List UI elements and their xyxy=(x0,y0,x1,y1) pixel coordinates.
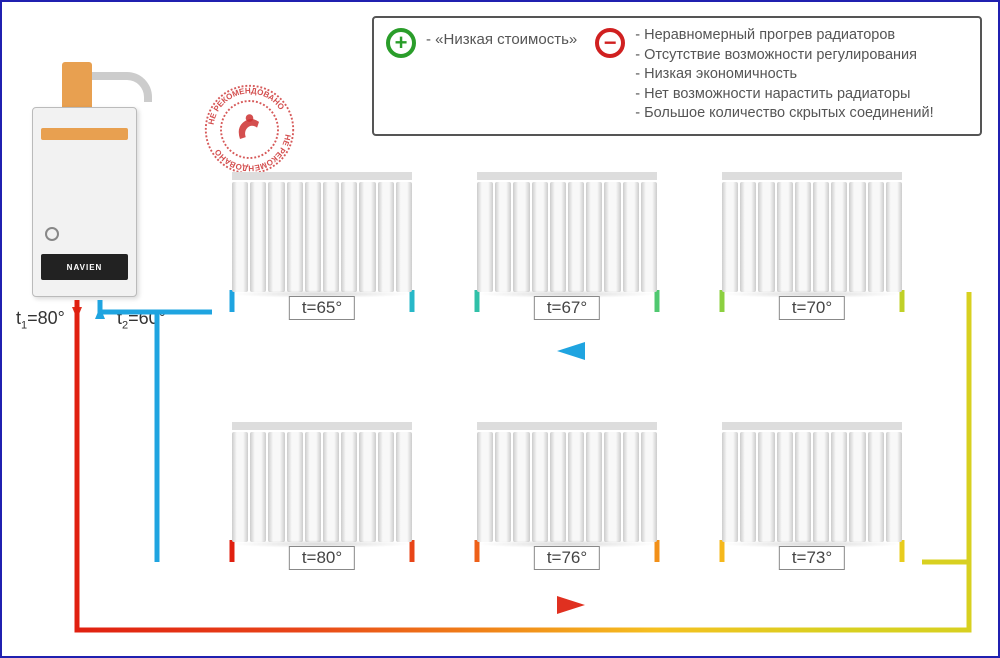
minus-icon: − xyxy=(595,28,625,58)
radiator-temp-label: t=67° xyxy=(534,296,600,320)
boiler-flex-pipe xyxy=(92,72,152,102)
pros-text: - «Низкая стоимость» xyxy=(426,26,577,126)
pros-cons-box: + - «Низкая стоимость» − Неравномерный п… xyxy=(372,16,982,136)
supply-arrow-down-icon xyxy=(72,307,82,319)
supply-temp-label: t1=80° xyxy=(16,308,65,332)
return-temp-label: t2=60° xyxy=(117,308,166,332)
cons-item: Неравномерный прогрев радиаторов xyxy=(635,26,933,46)
boiler: NAVIEN xyxy=(32,107,137,297)
radiator-top-0: t=65° xyxy=(232,172,412,292)
cons-item: Отсутствие возможности регулирования xyxy=(635,46,933,66)
radiator-bottom-1: t=76° xyxy=(477,422,657,542)
radiator-bottom-2: t=73° xyxy=(722,422,902,542)
not-recommended-stamp: НЕ РЕКОМЕНДОВАНО НЕ РЕКОМЕНДОВАНО xyxy=(202,82,297,177)
radiator-temp-label: t=76° xyxy=(534,546,600,570)
cons-item: Низкая экономичность xyxy=(635,65,933,85)
cons-column: − Неравномерный прогрев радиаторов Отсут… xyxy=(595,26,933,126)
svg-text:НЕ РЕКОМЕНДОВАНО: НЕ РЕКОМЕНДОВАНО xyxy=(213,134,292,173)
cons-item: Большое количество скрытых соединений! xyxy=(635,104,933,124)
radiator-temp-label: t=73° xyxy=(779,546,845,570)
boiler-brand: NAVIEN xyxy=(41,254,128,280)
radiator-temp-label: t=80° xyxy=(289,546,355,570)
boiler-knob xyxy=(45,227,59,241)
radiator-temp-label: t=70° xyxy=(779,296,845,320)
boiler-exhaust xyxy=(62,62,92,107)
return-flow-arrow-icon xyxy=(557,342,585,360)
plus-icon: + xyxy=(386,28,416,58)
diagram-frame: + - «Низкая стоимость» − Неравномерный п… xyxy=(0,0,1000,658)
radiator-temp-label: t=65° xyxy=(289,296,355,320)
supply-flow-arrow-icon xyxy=(557,596,585,614)
boiler-panel xyxy=(41,128,128,140)
radiator-top-2: t=70° xyxy=(722,172,902,292)
cons-list: Неравномерный прогрев радиаторов Отсутст… xyxy=(635,26,933,126)
pros-column: + - «Низкая стоимость» xyxy=(386,26,577,126)
radiator-top-1: t=67° xyxy=(477,172,657,292)
return-arrow-up-icon xyxy=(95,307,105,319)
cons-item: Нет возможности нарастить радиаторы xyxy=(635,85,933,105)
radiator-bottom-0: t=80° xyxy=(232,422,412,542)
